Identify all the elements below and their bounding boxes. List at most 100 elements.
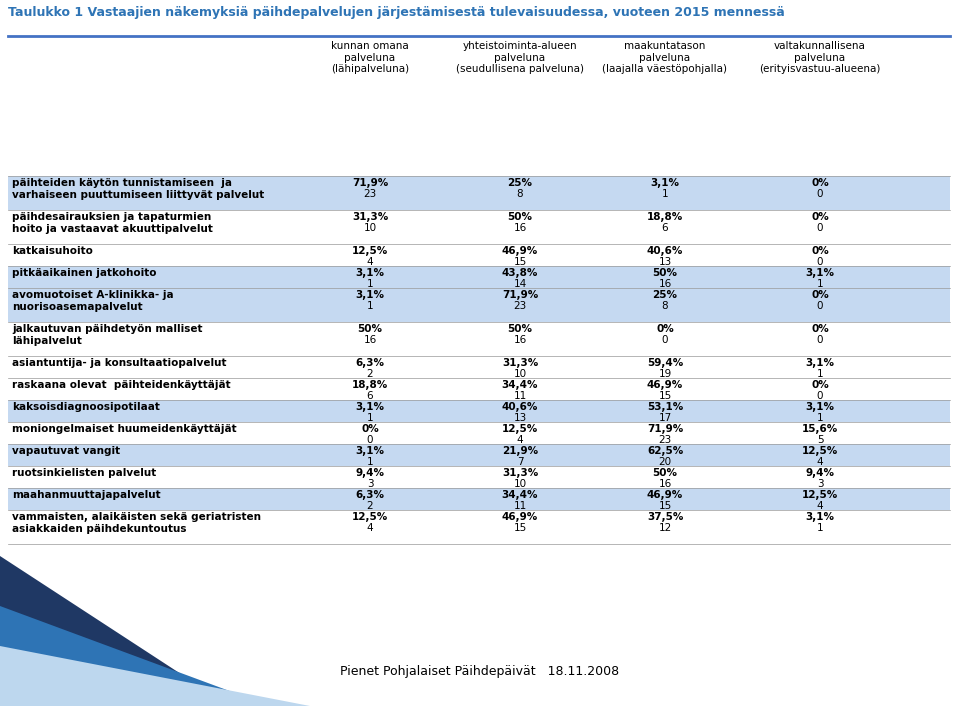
Bar (8, 288, 950, 322)
Text: valtakunnallisena
palveluna
(erityisvastuu-alueena): valtakunnallisena palveluna (erityisvast… (760, 41, 880, 74)
Text: 15: 15 (513, 257, 526, 267)
Text: 4: 4 (817, 501, 824, 511)
Text: 0%: 0% (811, 178, 829, 188)
Text: 16: 16 (659, 479, 671, 489)
Bar (8, 422, 950, 444)
Text: 34,4%: 34,4% (502, 380, 538, 390)
Text: 2: 2 (366, 369, 373, 379)
Text: 0: 0 (366, 435, 373, 445)
Text: 14: 14 (513, 279, 526, 289)
Text: 1: 1 (817, 369, 824, 379)
Text: 59,4%: 59,4% (647, 358, 683, 368)
Text: 6: 6 (662, 223, 668, 233)
Text: Pienet Pohjalaiset Päihdepäivät   18.11.2008: Pienet Pohjalaiset Päihdepäivät 18.11.20… (340, 665, 620, 678)
Text: 25%: 25% (652, 290, 677, 300)
Text: 50%: 50% (358, 324, 383, 334)
Text: jalkautuvan päihdetyön malliset
lähipalvelut: jalkautuvan päihdetyön malliset lähipalv… (12, 324, 202, 347)
Text: 1: 1 (662, 189, 668, 199)
Bar (8, 466, 950, 488)
Text: 6,3%: 6,3% (356, 358, 385, 368)
Text: 12,5%: 12,5% (802, 490, 838, 500)
Text: 3,1%: 3,1% (356, 290, 385, 300)
Text: 10: 10 (513, 369, 526, 379)
Text: 3,1%: 3,1% (806, 268, 834, 278)
Text: 3,1%: 3,1% (806, 512, 834, 522)
Text: 15: 15 (659, 501, 671, 511)
Text: kaksoisdiagnoosipotilaat: kaksoisdiagnoosipotilaat (12, 402, 160, 412)
Text: 3,1%: 3,1% (806, 358, 834, 368)
Text: 17: 17 (659, 413, 671, 423)
Text: asiantuntija- ja konsultaatiopalvelut: asiantuntija- ja konsultaatiopalvelut (12, 358, 226, 368)
Text: 20: 20 (659, 457, 671, 467)
Text: 4: 4 (817, 457, 824, 467)
Text: 12,5%: 12,5% (352, 512, 388, 522)
Text: 6,3%: 6,3% (356, 490, 385, 500)
Text: 1: 1 (817, 523, 824, 533)
Text: 3,1%: 3,1% (806, 402, 834, 412)
Text: 31,3%: 31,3% (502, 358, 538, 368)
Text: 0%: 0% (811, 380, 829, 390)
Text: päihdesairauksien ja tapaturmien
hoito ja vastaavat akuuttipalvelut: päihdesairauksien ja tapaturmien hoito j… (12, 212, 213, 234)
Bar (8, 378, 950, 400)
Text: 0%: 0% (811, 290, 829, 300)
Bar (8, 244, 950, 266)
Text: 0%: 0% (811, 246, 829, 256)
Text: 50%: 50% (652, 268, 677, 278)
Text: 10: 10 (513, 479, 526, 489)
Text: yhteistoiminta-alueen
palveluna
(seudullisena palveluna): yhteistoiminta-alueen palveluna (seudull… (456, 41, 584, 74)
Text: 43,8%: 43,8% (502, 268, 538, 278)
Text: 4: 4 (517, 435, 524, 445)
Text: 1: 1 (817, 279, 824, 289)
Text: 0: 0 (817, 335, 823, 345)
Text: 6: 6 (366, 391, 373, 401)
Text: maahanmuuttajapalvelut: maahanmuuttajapalvelut (12, 490, 160, 500)
Text: 19: 19 (659, 369, 671, 379)
Text: 71,9%: 71,9% (502, 290, 538, 300)
Text: 11: 11 (513, 501, 526, 511)
Text: 1: 1 (366, 301, 373, 311)
Text: 71,9%: 71,9% (352, 178, 388, 188)
Text: 8: 8 (662, 301, 668, 311)
Text: 23: 23 (659, 435, 671, 445)
Bar (8, 210, 950, 244)
Text: päihteiden käytön tunnistamiseen  ja
varhaiseen puuttumiseen liittyvät palvelut: päihteiden käytön tunnistamiseen ja varh… (12, 178, 265, 201)
Text: 46,9%: 46,9% (647, 380, 683, 390)
Text: 8: 8 (517, 189, 524, 199)
Text: 15,6%: 15,6% (802, 424, 838, 434)
Text: 37,5%: 37,5% (646, 512, 683, 522)
Text: 12,5%: 12,5% (802, 446, 838, 456)
Text: 3,1%: 3,1% (356, 402, 385, 412)
Text: 31,3%: 31,3% (502, 468, 538, 478)
Polygon shape (0, 646, 310, 706)
Text: 3: 3 (817, 479, 824, 489)
Text: 0: 0 (817, 257, 823, 267)
Text: 0%: 0% (811, 324, 829, 334)
Text: pitkäaikainen jatkohoito: pitkäaikainen jatkohoito (12, 268, 156, 278)
Text: 46,9%: 46,9% (502, 512, 538, 522)
Bar (8, 266, 950, 288)
Bar (8, 356, 950, 378)
Text: 15: 15 (513, 523, 526, 533)
Text: 23: 23 (363, 189, 377, 199)
Text: 46,9%: 46,9% (502, 246, 538, 256)
Text: 0%: 0% (811, 212, 829, 222)
Text: 0: 0 (817, 301, 823, 311)
Text: 3,1%: 3,1% (650, 178, 680, 188)
Text: 53,1%: 53,1% (647, 402, 683, 412)
Text: ruotsinkielisten palvelut: ruotsinkielisten palvelut (12, 468, 156, 478)
Text: avomuotoiset A-klinikka- ja
nuorisoasemapalvelut: avomuotoiset A-klinikka- ja nuorisoasema… (12, 290, 174, 312)
Text: vammaisten, alaikäisten sekä geriatristen
asiakkaiden päihdekuntoutus: vammaisten, alaikäisten sekä geriatriste… (12, 512, 261, 534)
Text: 12,5%: 12,5% (502, 424, 538, 434)
Text: 1: 1 (817, 413, 824, 423)
Text: 50%: 50% (507, 324, 532, 334)
Text: 40,6%: 40,6% (646, 246, 683, 256)
Text: 0: 0 (817, 223, 823, 233)
Text: katkaisuhoito: katkaisuhoito (12, 246, 93, 256)
Text: 34,4%: 34,4% (502, 490, 538, 500)
Text: 62,5%: 62,5% (647, 446, 683, 456)
Bar (8, 322, 950, 356)
Text: 1: 1 (366, 413, 373, 423)
Bar (8, 444, 950, 466)
Text: 4: 4 (366, 257, 373, 267)
Text: 18,8%: 18,8% (352, 380, 388, 390)
